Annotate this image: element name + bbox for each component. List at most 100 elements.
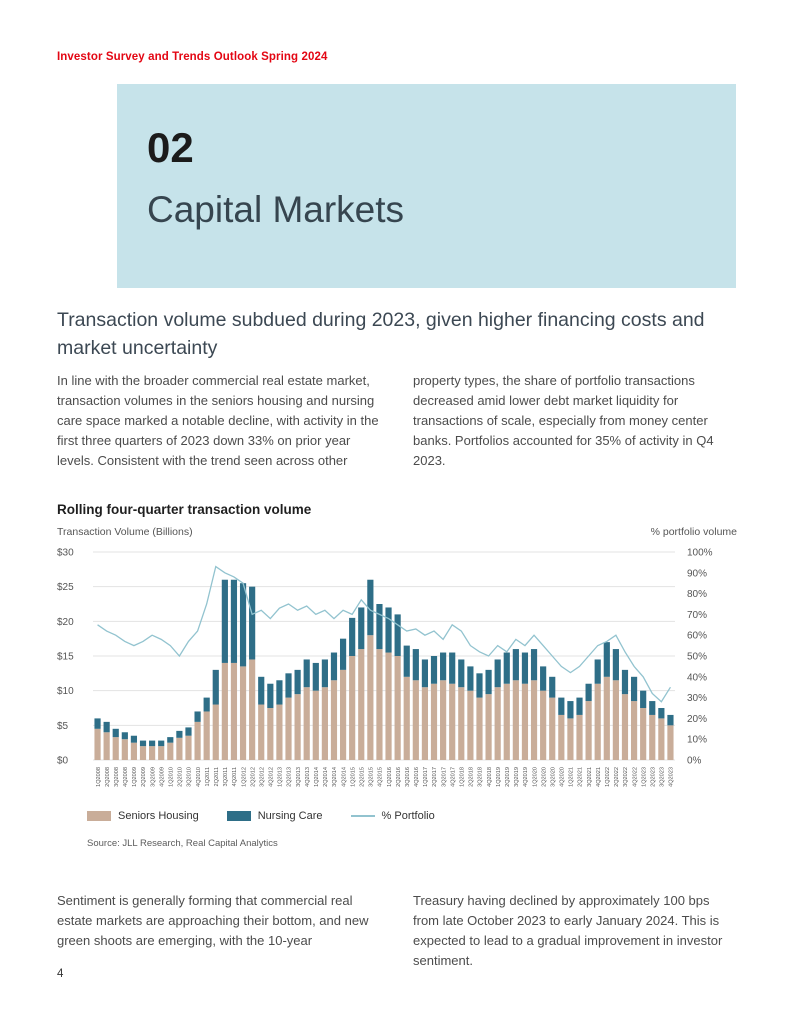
- svg-text:2Q2017: 2Q2017: [432, 767, 438, 787]
- svg-text:4Q2012: 4Q2012: [269, 767, 275, 787]
- svg-text:$15: $15: [57, 652, 74, 663]
- seniors-housing-swatch: [87, 811, 111, 821]
- left-axis-label: Transaction Volume (Billions): [57, 526, 193, 538]
- svg-text:2Q2022: 2Q2022: [614, 767, 620, 787]
- svg-text:80%: 80%: [687, 589, 707, 600]
- intro-columns: In line with the broader commercial real…: [57, 371, 737, 471]
- closing-column-right: Treasury having declined by approximatel…: [413, 893, 723, 968]
- svg-text:3Q2020: 3Q2020: [550, 767, 556, 787]
- svg-text:3Q2021: 3Q2021: [587, 767, 593, 787]
- svg-text:1Q2012: 1Q2012: [241, 767, 247, 787]
- svg-text:3Q2013: 3Q2013: [296, 767, 302, 787]
- svg-text:3Q2018: 3Q2018: [478, 767, 484, 787]
- svg-text:3Q2023: 3Q2023: [660, 767, 666, 787]
- svg-text:$5: $5: [57, 721, 69, 732]
- svg-text:3Q2012: 3Q2012: [259, 767, 265, 787]
- svg-text:2Q2023: 2Q2023: [650, 767, 656, 787]
- svg-text:2Q2019: 2Q2019: [505, 767, 511, 787]
- chart-legend: Seniors Housing Nursing Care % Portfolio: [87, 810, 737, 822]
- svg-text:2Q2008: 2Q2008: [105, 767, 111, 787]
- svg-text:3Q2016: 3Q2016: [405, 767, 411, 787]
- svg-text:70%: 70%: [687, 610, 707, 621]
- svg-text:2Q2010: 2Q2010: [178, 767, 184, 787]
- svg-text:2Q2018: 2Q2018: [469, 767, 475, 787]
- svg-text:1Q2014: 1Q2014: [314, 767, 320, 787]
- svg-text:4Q2014: 4Q2014: [341, 767, 347, 787]
- svg-text:40%: 40%: [687, 672, 707, 683]
- svg-text:4Q2018: 4Q2018: [487, 767, 493, 787]
- svg-text:2Q2009: 2Q2009: [141, 767, 147, 787]
- svg-text:4Q2008: 4Q2008: [123, 767, 129, 787]
- svg-text:20%: 20%: [687, 714, 707, 725]
- svg-text:4Q2020: 4Q2020: [560, 767, 566, 787]
- svg-text:3Q2010: 3Q2010: [187, 767, 193, 787]
- svg-text:$20: $20: [57, 617, 74, 628]
- closing-column-left: Sentiment is generally forming that comm…: [57, 893, 369, 948]
- svg-text:1Q2023: 1Q2023: [641, 767, 647, 787]
- section-number: 02: [147, 124, 194, 171]
- svg-text:$30: $30: [57, 548, 74, 559]
- svg-text:100%: 100%: [687, 548, 713, 559]
- svg-text:50%: 50%: [687, 652, 707, 663]
- svg-text:3Q2014: 3Q2014: [332, 767, 338, 787]
- chart-block: Rolling four-quarter transaction volume …: [57, 502, 737, 849]
- article-heading: Transaction volume subdued during 2023, …: [57, 309, 705, 359]
- chart-title: Rolling four-quarter transaction volume: [57, 502, 312, 517]
- svg-text:2Q2015: 2Q2015: [359, 767, 365, 787]
- pct-portfolio-swatch: [350, 815, 375, 817]
- svg-text:4Q2016: 4Q2016: [414, 767, 420, 787]
- svg-text:4Q2010: 4Q2010: [196, 767, 202, 787]
- legend-label: Seniors Housing: [118, 810, 199, 822]
- svg-text:$25: $25: [57, 582, 74, 593]
- svg-text:1Q2015: 1Q2015: [350, 767, 356, 787]
- svg-text:1Q2011: 1Q2011: [205, 767, 211, 787]
- transaction-volume-chart: $0 $5 $10 $15 $20 $25 $30 0% 10% 20% 30% 40% 50% 60% 7…: [57, 548, 713, 787]
- svg-text:3Q2008: 3Q2008: [114, 767, 120, 787]
- svg-text:1Q2020: 1Q2020: [532, 767, 538, 787]
- svg-text:3Q2015: 3Q2015: [369, 767, 375, 787]
- svg-text:2Q2013: 2Q2013: [287, 767, 293, 787]
- svg-text:1Q2013: 1Q2013: [278, 767, 284, 787]
- svg-text:1Q2019: 1Q2019: [496, 767, 502, 787]
- section-banner: 02 Capital Markets: [117, 84, 736, 288]
- svg-text:4Q2009: 4Q2009: [159, 767, 165, 787]
- document-header: Investor Survey and Trends Outlook Sprin…: [57, 51, 328, 63]
- svg-text:90%: 90%: [687, 568, 707, 579]
- svg-text:4Q2013: 4Q2013: [305, 767, 311, 787]
- svg-text:1Q2022: 1Q2022: [605, 767, 611, 787]
- svg-text:1Q2018: 1Q2018: [460, 767, 466, 787]
- svg-text:1Q2017: 1Q2017: [423, 767, 429, 787]
- svg-text:4Q2017: 4Q2017: [450, 767, 456, 787]
- legend-item-nursing-care: Nursing Care: [226, 810, 323, 822]
- svg-text:3Q2011: 3Q2011: [223, 767, 229, 787]
- svg-text:$10: $10: [57, 686, 74, 697]
- svg-text:$0: $0: [57, 756, 69, 767]
- svg-text:4Q2015: 4Q2015: [378, 767, 384, 787]
- closing-columns: Sentiment is generally forming that comm…: [57, 891, 737, 971]
- legend-item-pct-portfolio: % Portfolio: [350, 810, 435, 822]
- legend-label: % Portfolio: [381, 810, 435, 822]
- nursing-care-swatch: [226, 811, 251, 821]
- svg-text:2Q2020: 2Q2020: [541, 767, 547, 787]
- svg-text:0%: 0%: [687, 756, 702, 767]
- svg-text:1Q2021: 1Q2021: [569, 767, 575, 787]
- svg-text:2Q2012: 2Q2012: [250, 767, 256, 787]
- svg-text:2Q2021: 2Q2021: [578, 767, 584, 787]
- chart-axis-labels: Transaction Volume (Billions) % portfoli…: [57, 526, 737, 538]
- svg-text:4Q2019: 4Q2019: [523, 767, 529, 787]
- section-title: Capital Markets: [147, 189, 405, 230]
- legend-item-seniors-housing: Seniors Housing: [87, 810, 199, 822]
- page-number: 4: [57, 968, 64, 980]
- svg-text:3Q2022: 3Q2022: [623, 767, 629, 787]
- svg-text:60%: 60%: [687, 631, 707, 642]
- svg-text:1Q2010: 1Q2010: [169, 767, 175, 787]
- svg-text:4Q2023: 4Q2023: [669, 767, 675, 787]
- svg-text:1Q2008: 1Q2008: [96, 767, 102, 787]
- svg-text:1Q2009: 1Q2009: [132, 767, 138, 787]
- svg-text:1Q2016: 1Q2016: [387, 767, 393, 787]
- svg-text:4Q2022: 4Q2022: [632, 767, 638, 787]
- right-axis-label: % portfolio volume: [650, 526, 737, 538]
- svg-text:2Q2016: 2Q2016: [396, 767, 402, 787]
- svg-text:2Q2011: 2Q2011: [214, 767, 220, 787]
